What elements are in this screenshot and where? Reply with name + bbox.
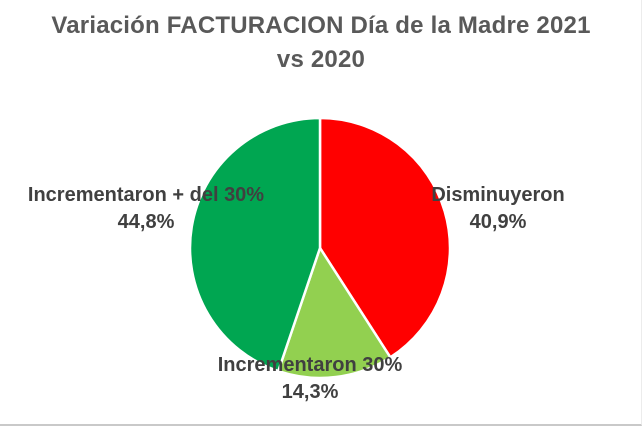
chart-title-line-2: vs 2020 [276, 46, 366, 73]
slice-label-text: Incrementaron + del 30% [27, 184, 265, 206]
slice-label-text: Disminuyeron [431, 184, 565, 206]
chart-title-line-1: Variación FACTURACION Día de la Madre 20… [51, 12, 591, 39]
slice-label-incrementaron-30: Incrementaron 30% 14,3% [178, 352, 442, 406]
slice-label-text: Incrementaron 30% [217, 354, 403, 376]
pie-slice-2 [188, 116, 322, 373]
slice-label-value: 44,8% [117, 211, 175, 233]
chart-title: Variación FACTURACION Día de la Madre 20… [0, 9, 641, 77]
slice-label-incrementaron-mas-del-30: Incrementaron + del 30% 44,8% [10, 182, 282, 236]
slice-label-disminuyeron: Disminuyeron 40,9% [412, 182, 584, 236]
slice-label-value: 14,3% [281, 381, 339, 403]
slice-label-value: 40,9% [469, 211, 527, 233]
pie-slice-1 [277, 246, 392, 380]
